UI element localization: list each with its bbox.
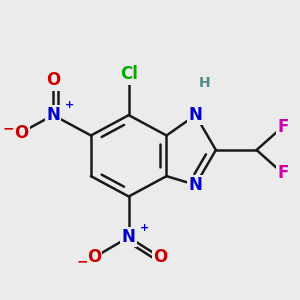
Text: Cl: Cl (120, 65, 138, 83)
Text: O: O (14, 124, 28, 142)
Text: O: O (46, 71, 60, 89)
Text: O: O (87, 248, 101, 266)
Text: −: − (2, 121, 14, 135)
Text: N: N (122, 228, 136, 246)
Text: N: N (46, 106, 60, 124)
Text: +: + (64, 100, 74, 110)
Text: H: H (198, 76, 210, 90)
Text: F: F (277, 118, 288, 136)
Text: −: − (76, 255, 88, 269)
Text: N: N (189, 106, 202, 124)
Text: O: O (154, 248, 168, 266)
Text: +: + (140, 224, 149, 233)
Text: F: F (277, 164, 288, 182)
Text: N: N (189, 176, 202, 194)
